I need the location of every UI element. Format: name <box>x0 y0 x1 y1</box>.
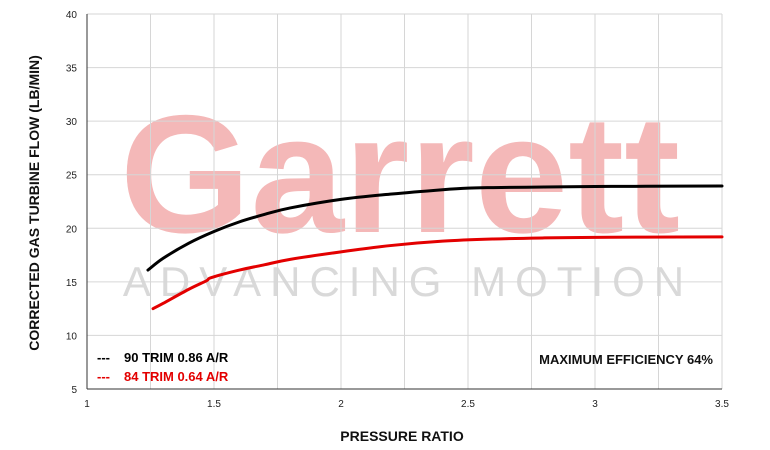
legend: --- 90 TRIM 0.86 A/R --- 84 TRIM 0.64 A/… <box>97 350 229 384</box>
x-tick-label: 2 <box>338 399 344 410</box>
x-tick-label: 3.5 <box>715 399 729 410</box>
y-tick-label: 30 <box>66 117 78 128</box>
tick-labels: 1 1.5 2 2.5 3 3.5 5 10 15 20 25 30 35 40 <box>66 10 730 410</box>
max-efficiency-note: MAXIMUM EFFICIENCY 64% <box>539 352 713 367</box>
y-tick-label: 40 <box>66 10 78 21</box>
x-tick-label: 1 <box>84 399 90 410</box>
series-layer <box>146 184 724 311</box>
x-tick-label: 2.5 <box>461 399 475 410</box>
series-line-84-trim <box>151 235 724 311</box>
y-tick-label: 10 <box>66 331 78 342</box>
axes <box>86 14 722 390</box>
legend-label-90-trim: 90 TRIM 0.86 A/R <box>124 350 229 365</box>
watermark-brand-text: Garrett <box>120 80 680 268</box>
y-tick-label: 15 <box>66 278 78 289</box>
y-tick-label: 20 <box>66 224 78 235</box>
y-axis-label: CORRECTED GAS TURBINE FLOW (LB/MIN) <box>26 55 42 351</box>
y-tick-label: 35 <box>66 64 78 75</box>
x-tick-label: 3 <box>592 399 598 410</box>
series-line-90-trim <box>146 184 724 272</box>
legend-label-84-trim: 84 TRIM 0.64 A/R <box>124 369 229 384</box>
legend-entry-84-trim: --- 84 TRIM 0.64 A/R <box>97 369 229 384</box>
legend-marker-84-trim: --- <box>97 369 110 384</box>
y-tick-label: 25 <box>66 171 78 182</box>
legend-marker-90-trim: --- <box>97 350 110 365</box>
x-axis-label: PRESSURE RATIO <box>340 428 464 444</box>
legend-entry-90-trim: --- 90 TRIM 0.86 A/R <box>97 350 229 365</box>
y-tick-label: 5 <box>71 385 77 396</box>
x-tick-label: 1.5 <box>207 399 221 410</box>
